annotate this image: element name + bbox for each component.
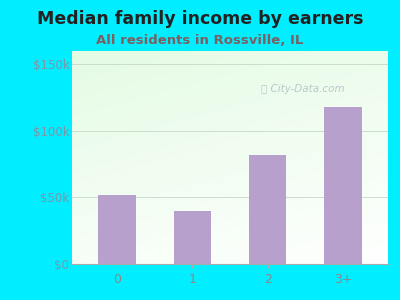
Bar (249, 155, 286, 264)
Text: All residents in Rossville, IL: All residents in Rossville, IL (96, 34, 304, 47)
Text: ⓘ City-Data.com: ⓘ City-Data.com (261, 84, 344, 94)
Bar (324, 107, 362, 264)
Text: Median family income by earners: Median family income by earners (37, 11, 363, 28)
Bar (174, 211, 211, 264)
Bar (98, 195, 136, 264)
